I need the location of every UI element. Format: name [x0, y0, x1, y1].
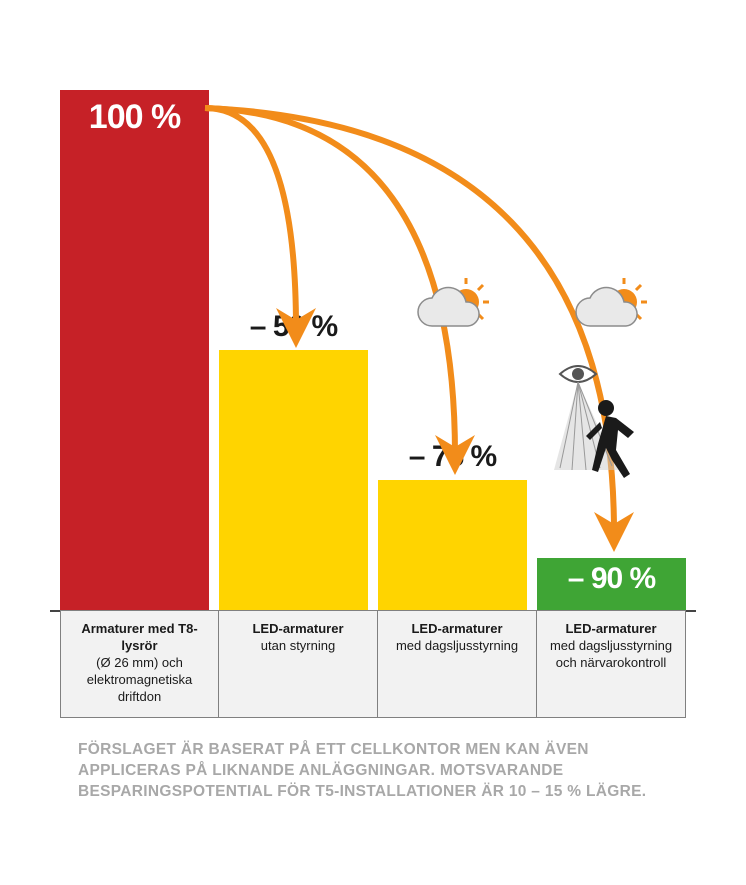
- bar-t8: 100 %: [60, 90, 209, 610]
- cat-rest: utan styrning: [225, 638, 371, 655]
- cat-bold: LED-armaturer: [411, 621, 502, 636]
- bar-label-90: – 90 %: [537, 562, 686, 596]
- cat-rest: med dagsljusstyrning och närvarokontroll: [543, 638, 679, 672]
- cat-rest: (Ø 26 mm) och elektromagnetiska driftdon: [67, 655, 212, 706]
- bar-label-100: 100 %: [60, 98, 209, 137]
- bar-label-50: – 50 %: [219, 310, 368, 344]
- bar-chart: 100 % – 50 % – 75 % – 90 %: [60, 90, 686, 610]
- category-label-t8: Armaturer med T8-lysrör (Ø 26 mm) och el…: [60, 610, 219, 718]
- cat-rest: med dagsljusstyrning: [384, 638, 530, 655]
- category-label-day: LED-armaturer med dagsljusstyrning: [378, 610, 537, 718]
- bar-label-75: – 75 %: [378, 440, 527, 474]
- category-label-pres: LED-armaturer med dagsljusstyrning och n…: [537, 610, 686, 718]
- bar-daylight: – 75 %: [378, 480, 527, 610]
- cat-bold: Armaturer med T8-lysrör: [81, 621, 197, 653]
- infographic: 100 % – 50 % – 75 % – 90 % Armaturer med…: [0, 0, 746, 885]
- cat-bold: LED-armaturer: [252, 621, 343, 636]
- cat-bold: LED-armaturer: [565, 621, 656, 636]
- footnote-text: Förslaget är baserat på ett cellkontor m…: [78, 740, 668, 803]
- bar-led: – 50 %: [219, 350, 368, 610]
- bar-presence: – 90 %: [537, 558, 686, 610]
- category-labels: Armaturer med T8-lysrör (Ø 26 mm) och el…: [60, 610, 686, 718]
- category-label-led: LED-armaturer utan styrning: [219, 610, 378, 718]
